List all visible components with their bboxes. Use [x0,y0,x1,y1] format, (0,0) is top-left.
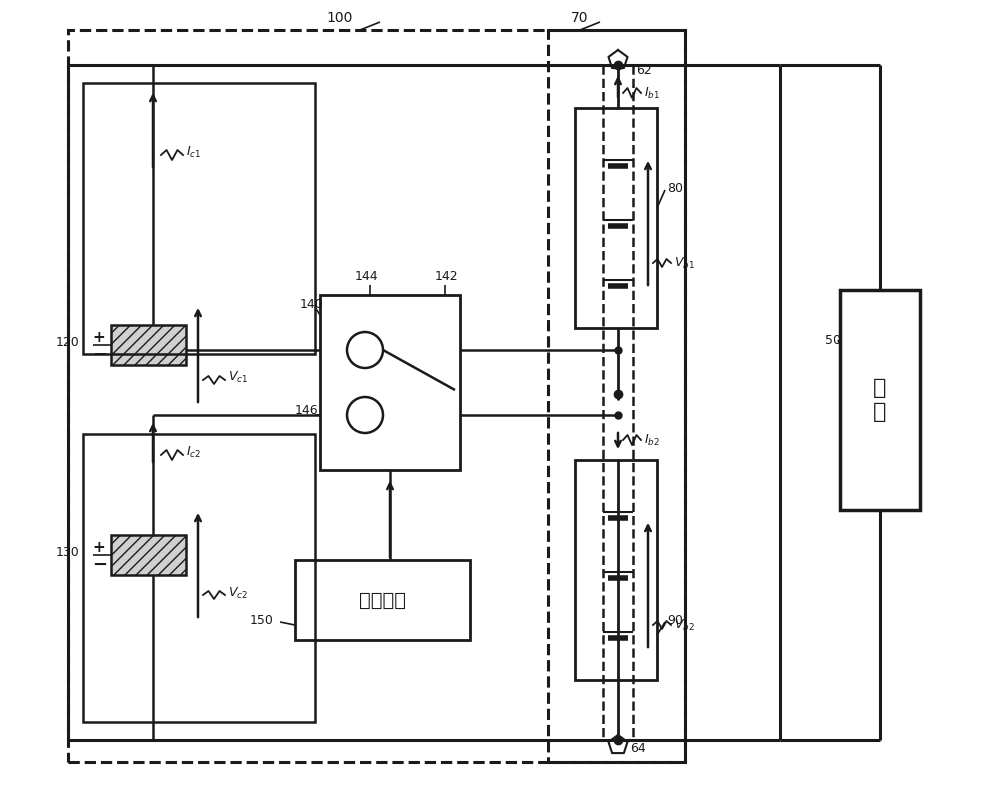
Text: −: − [92,346,108,364]
Text: 146: 146 [295,403,319,417]
Text: $I_{b2}$: $I_{b2}$ [644,433,660,448]
Text: 50: 50 [825,333,841,346]
Text: +: + [92,330,105,345]
Bar [83,434,315,722]
Text: $I_{c2}$: $I_{c2}$ [186,445,201,460]
Bar [68,30,685,762]
Text: +: + [92,539,105,554]
Text: 130: 130 [56,545,79,558]
Text: $V_{c2}$: $V_{c2}$ [228,585,248,600]
Text: 控制装置: 控制装置 [359,591,406,610]
Text: 62: 62 [636,64,652,76]
Text: $V_{c1}$: $V_{c1}$ [228,369,248,384]
Text: 140: 140 [300,299,324,311]
Text: $I_{b1}$: $I_{b1}$ [644,86,660,101]
Text: −: − [92,556,108,574]
Text: 70: 70 [571,11,589,25]
Bar [548,30,685,762]
Bar [110,535,186,575]
Text: 150: 150 [250,614,274,626]
Text: $V_{b1}$: $V_{b1}$ [674,256,695,271]
Text: $V_{b2}$: $V_{b2}$ [674,618,695,633]
Text: 144: 144 [355,271,379,283]
Bar [320,295,460,470]
Bar [83,83,315,354]
Text: 负
荷: 负 荷 [873,379,887,422]
Bar [110,325,186,365]
Bar [575,460,657,680]
Text: 80: 80 [667,182,683,195]
Bar [575,108,657,328]
Bar [840,290,920,510]
Text: 120: 120 [56,336,79,349]
Text: 64: 64 [630,742,646,754]
Text: 100: 100 [327,11,353,25]
Text: $I_{c1}$: $I_{c1}$ [186,145,201,160]
Text: 90: 90 [667,614,683,626]
Text: 142: 142 [435,271,459,283]
Bar [295,560,470,640]
